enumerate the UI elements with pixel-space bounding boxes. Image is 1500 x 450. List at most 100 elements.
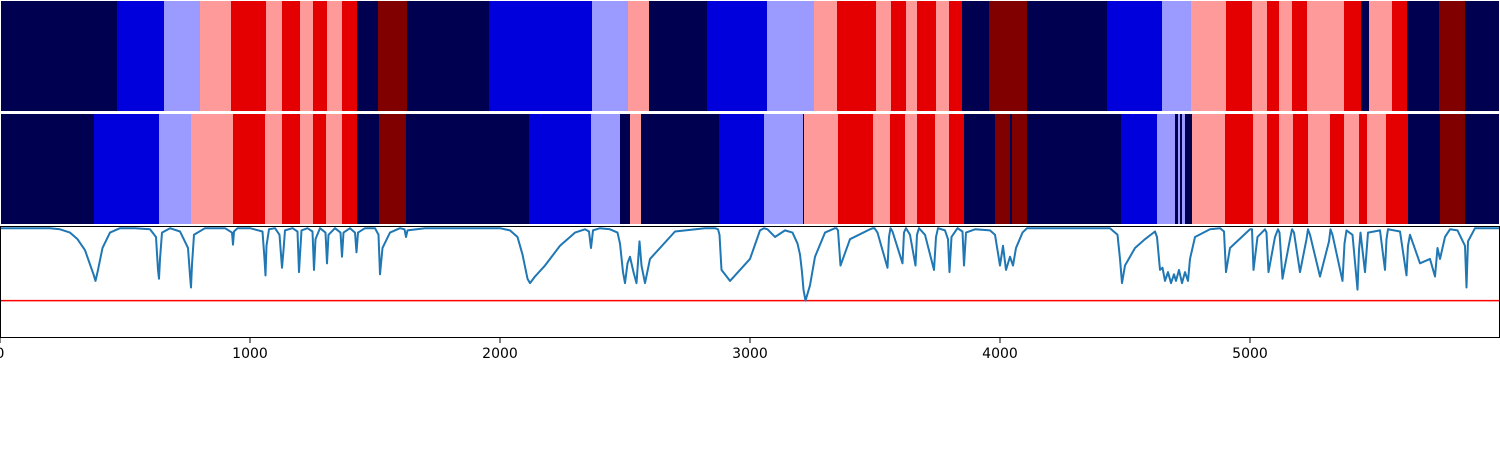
x-tick-label-1000: 1000 — [232, 346, 268, 362]
segment-5 — [265, 113, 282, 225]
segment-15 — [591, 113, 620, 225]
x-tick-label-5000: 5000 — [1232, 346, 1268, 362]
segment-27 — [949, 0, 962, 112]
segment-30 — [1027, 0, 1107, 112]
segment-52 — [1367, 113, 1386, 225]
segment-35 — [1252, 0, 1267, 112]
segment-13 — [407, 0, 489, 112]
segment-19 — [767, 0, 814, 112]
segment-10 — [342, 0, 357, 112]
segment-39 — [1307, 0, 1344, 112]
segment-26 — [905, 113, 917, 225]
segment-37 — [1175, 113, 1178, 225]
segment-12 — [379, 113, 406, 225]
segment-18 — [641, 113, 719, 225]
segment-28 — [962, 0, 989, 112]
segment-53 — [1386, 113, 1408, 225]
segment-0 — [0, 113, 94, 225]
segment-8 — [313, 0, 327, 112]
segment-54 — [1408, 113, 1440, 225]
segment-29 — [949, 113, 964, 225]
segment-41 — [1185, 113, 1192, 225]
segment-30 — [964, 113, 995, 225]
segment-2 — [164, 0, 200, 112]
segment-36 — [1267, 0, 1279, 112]
segment-38 — [1178, 113, 1180, 225]
segment-25 — [917, 0, 936, 112]
segment-34 — [1027, 113, 1121, 225]
segment-55 — [1440, 113, 1465, 225]
segment-44 — [1253, 113, 1267, 225]
segment-11 — [357, 113, 379, 225]
segment-33 — [1191, 0, 1226, 112]
segment-2 — [159, 113, 191, 225]
segment-16 — [620, 113, 630, 225]
segment-43 — [1225, 113, 1253, 225]
segment-18 — [707, 0, 767, 112]
segment-34 — [1226, 0, 1252, 112]
segment-19 — [719, 113, 764, 225]
segment-16 — [628, 0, 649, 112]
segment-45 — [1439, 0, 1465, 112]
x-axis: 0 1000 2000 3000 4000 5000 — [0, 338, 1268, 362]
segment-48 — [1308, 113, 1330, 225]
segment-51 — [1359, 113, 1367, 225]
x-tick-label-3000: 3000 — [732, 346, 768, 362]
segment-6 — [282, 0, 300, 112]
segment-31 — [1107, 0, 1162, 112]
segment-39 — [1180, 113, 1182, 225]
segment-56 — [1465, 113, 1500, 225]
segment-17 — [649, 0, 707, 112]
signal-series-line — [0, 227, 1500, 302]
signal-line-panel — [0, 226, 1500, 338]
segment-6 — [282, 113, 300, 225]
segment-22 — [876, 0, 891, 112]
segment-46 — [1465, 0, 1500, 112]
segment-33 — [1012, 113, 1027, 225]
segmentation-track-middle — [0, 113, 1500, 225]
segment-28 — [935, 113, 949, 225]
segment-4 — [233, 113, 265, 225]
segment-24 — [906, 0, 917, 112]
segment-26 — [936, 0, 949, 112]
segment-4 — [231, 0, 266, 112]
segment-49 — [1330, 113, 1344, 225]
segment-12 — [378, 0, 407, 112]
segment-3 — [200, 0, 231, 112]
segment-20 — [764, 113, 803, 225]
segment-25 — [890, 113, 905, 225]
segment-8 — [313, 113, 326, 225]
segment-38 — [1292, 0, 1307, 112]
signal-panel-background — [0, 226, 1500, 338]
segment-1 — [94, 113, 159, 225]
segment-47 — [1293, 113, 1308, 225]
segment-0 — [0, 0, 117, 112]
segment-43 — [1392, 0, 1407, 112]
segment-45 — [1267, 113, 1279, 225]
segment-10 — [342, 113, 357, 225]
segment-5 — [266, 0, 282, 112]
x-tick-label-2000: 2000 — [482, 346, 518, 362]
segment-31 — [995, 113, 1010, 225]
segment-41 — [1361, 0, 1369, 112]
segment-23 — [838, 113, 873, 225]
segment-11 — [357, 0, 378, 112]
segment-37 — [1279, 0, 1292, 112]
segment-29 — [989, 0, 1027, 112]
segmentation-track-top — [0, 0, 1500, 112]
segment-9 — [326, 113, 342, 225]
segment-46 — [1279, 113, 1293, 225]
segment-36 — [1157, 113, 1175, 225]
segment-24 — [873, 113, 890, 225]
segment-13 — [406, 113, 529, 225]
segment-15 — [592, 0, 628, 112]
segment-3 — [191, 113, 233, 225]
segment-27 — [917, 113, 935, 225]
segment-42 — [1192, 113, 1225, 225]
segment-21 — [803, 113, 804, 225]
segment-9 — [327, 0, 342, 112]
segment-17 — [630, 113, 641, 225]
segment-44 — [1407, 0, 1439, 112]
segment-40 — [1182, 113, 1185, 225]
